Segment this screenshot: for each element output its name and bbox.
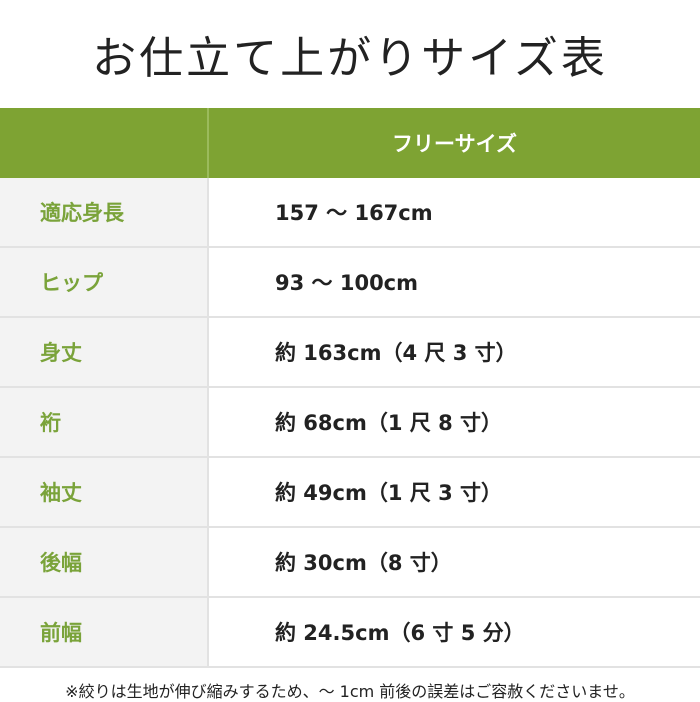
table-row: 身丈 約 163cm（4 尺 3 寸）: [0, 318, 700, 388]
row-value: 約 24.5cm（6 寸 5 分）: [275, 621, 525, 645]
header-corner: [0, 108, 209, 178]
row-value: 157 〜 167cm: [275, 201, 433, 225]
row-label: 裄: [0, 388, 209, 456]
row-value: 約 49cm（1 尺 3 寸）: [275, 481, 503, 505]
row-label: 身丈: [0, 318, 209, 386]
size-table: フリーサイズ 適応身長 157 〜 167cm ヒップ 93 〜 100cm 身丈 約 1…: [0, 108, 700, 668]
row-value: 約 68cm（1 尺 8 寸）: [275, 411, 503, 435]
row-label: 前幅: [0, 598, 209, 666]
header-row: フリーサイズ: [0, 108, 700, 178]
table-row: 裄 約 68cm（1 尺 8 寸）: [0, 388, 700, 458]
title: お仕立て上がりサイズ表: [92, 33, 608, 84]
row-label: 袖丈: [0, 458, 209, 526]
table-row: 後幅 約 30cm（8 寸）: [0, 528, 700, 598]
row-value: 約 30cm（8 寸）: [275, 551, 452, 575]
row-value: 約 163cm（4 尺 3 寸）: [275, 341, 517, 365]
table-row: 前幅 約 24.5cm（6 寸 5 分）: [0, 598, 700, 668]
table-row: 袖丈 約 49cm（1 尺 3 寸）: [0, 458, 700, 528]
header-cell: フリーサイズ: [392, 132, 517, 156]
row-label: ヒップ: [0, 248, 209, 316]
row-label: 適応身長: [0, 178, 209, 246]
table-row: ヒップ 93 〜 100cm: [0, 248, 700, 318]
table-row: 適応身長 157 〜 167cm: [0, 178, 700, 248]
footnote: ※絞りは生地が伸び縮みするため、〜 1cm 前後の誤差はご容赦くださいませ。: [65, 682, 635, 701]
row-value: 93 〜 100cm: [275, 271, 419, 295]
row-label: 後幅: [0, 528, 209, 596]
